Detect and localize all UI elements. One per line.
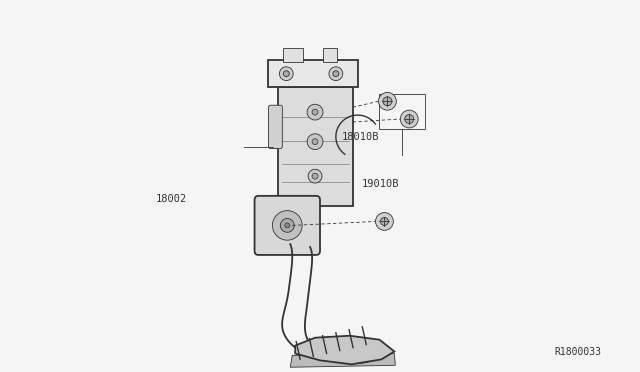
Bar <box>278 87 353 206</box>
Circle shape <box>307 134 323 150</box>
Bar <box>323 48 337 62</box>
Circle shape <box>308 169 322 183</box>
Circle shape <box>312 109 318 115</box>
Bar <box>380 94 425 129</box>
Circle shape <box>284 71 289 77</box>
Circle shape <box>333 71 339 77</box>
Polygon shape <box>291 353 396 367</box>
FancyBboxPatch shape <box>255 196 320 255</box>
Circle shape <box>280 218 294 232</box>
Circle shape <box>307 104 323 120</box>
Circle shape <box>285 223 290 228</box>
Circle shape <box>400 110 418 128</box>
Text: R1800033: R1800033 <box>554 347 601 357</box>
Polygon shape <box>295 336 394 364</box>
Circle shape <box>279 67 293 81</box>
Circle shape <box>404 115 413 124</box>
Circle shape <box>376 212 394 230</box>
Text: 18002: 18002 <box>156 194 187 204</box>
Bar <box>268 60 358 87</box>
Circle shape <box>380 218 388 225</box>
Bar <box>284 48 303 62</box>
Circle shape <box>312 173 318 179</box>
Circle shape <box>378 92 396 110</box>
Circle shape <box>383 97 392 106</box>
Text: 19010B: 19010B <box>361 179 399 189</box>
Circle shape <box>273 211 302 240</box>
Text: 18010B: 18010B <box>342 132 380 141</box>
FancyBboxPatch shape <box>268 105 282 148</box>
Circle shape <box>312 139 318 145</box>
Circle shape <box>329 67 343 81</box>
